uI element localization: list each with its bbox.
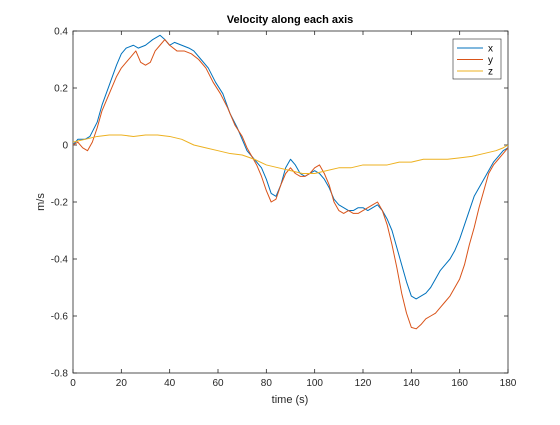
legend-label-x: x xyxy=(488,44,493,55)
x-tick-label: 140 xyxy=(403,378,420,389)
x-axis-label: time (s) xyxy=(272,394,309,406)
x-tick-label: 40 xyxy=(164,378,176,389)
x-tick-label: 80 xyxy=(261,378,273,389)
series-layer xyxy=(72,34,509,330)
series-line-y xyxy=(72,39,509,330)
y-tick-label: -0.4 xyxy=(51,255,69,266)
legend-label-y: y xyxy=(488,55,493,66)
x-tick-label: 120 xyxy=(355,378,372,389)
chart-title: Velocity along each axis xyxy=(227,14,354,26)
y-tick-label: 0.2 xyxy=(54,84,68,95)
series-line-x xyxy=(72,34,509,300)
x-tick-label: 100 xyxy=(306,378,323,389)
legend-label-z: z xyxy=(488,67,493,78)
x-tick-label: 0 xyxy=(70,378,76,389)
y-tick-label: 0.4 xyxy=(54,27,68,38)
y-tick-label: 0 xyxy=(62,141,68,152)
x-tick-label: 160 xyxy=(451,378,468,389)
x-tick-label: 20 xyxy=(116,378,128,389)
y-tick-label: -0.2 xyxy=(51,198,69,209)
plot-area xyxy=(72,30,509,374)
legend: xyz xyxy=(452,38,502,80)
series-line-z xyxy=(72,134,509,174)
y-tick-label: -0.6 xyxy=(51,312,69,323)
x-axis-ticks: 0 20 40 60 80 100 120 140 160 180 xyxy=(70,31,517,389)
x-tick-label: 60 xyxy=(212,378,224,389)
y-axis-ticks: -0.8 -0.6 -0.4 -0.2 0 0.2 0.4 xyxy=(51,27,508,380)
y-tick-label: -0.8 xyxy=(51,369,69,380)
x-tick-label: 180 xyxy=(500,378,517,389)
y-axis-label: m/s xyxy=(35,193,47,211)
